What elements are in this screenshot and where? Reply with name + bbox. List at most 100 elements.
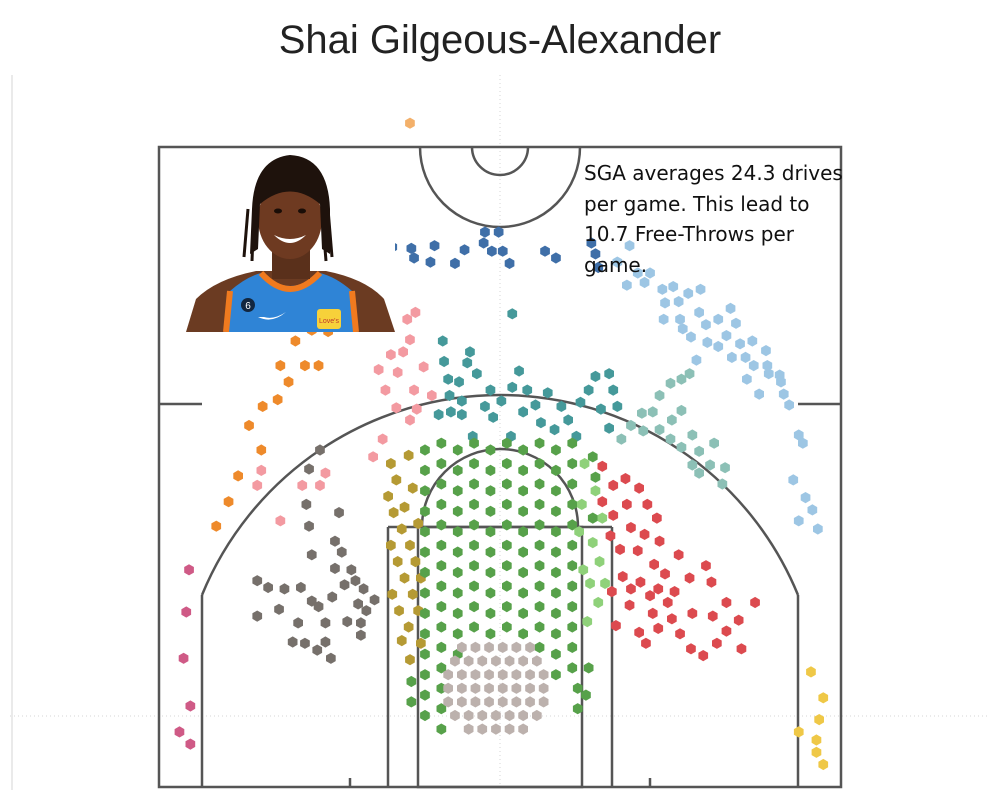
shot-hex-mid_left_wing — [405, 334, 415, 346]
shot-hex-mid_top — [439, 355, 449, 368]
shot-hex-paint — [436, 601, 447, 613]
shot-hex-restricted — [504, 723, 515, 735]
shot-hex-mid_left_wing — [373, 364, 384, 376]
shot-hex-paint — [436, 580, 447, 592]
shot-hex-paint_left — [416, 637, 426, 649]
shot-hex-paint — [485, 464, 496, 476]
shot-hex-paint — [534, 478, 545, 490]
shot-hex-paint — [567, 621, 578, 633]
shot-hex-paint — [436, 621, 447, 633]
shot-hex-mid_right_base — [626, 583, 636, 595]
shot-hex-paint_right — [590, 485, 601, 497]
shot-hex-mid_right_base — [624, 599, 635, 611]
eye-left — [274, 208, 282, 214]
shot-hex-paint — [436, 519, 447, 531]
shot-hex-paint — [567, 641, 578, 653]
shot-hex-restricted — [525, 669, 535, 681]
jersey-trim-left — [223, 290, 233, 332]
shot-hex-restricted — [538, 669, 549, 681]
shot-hex-paint — [485, 587, 496, 599]
shot-hex-mid_left_base — [356, 617, 366, 629]
shot-hex-paint — [469, 580, 479, 592]
shot-hex-paint — [534, 458, 545, 470]
shot-hex-restricted — [538, 696, 549, 708]
shot-hex-mid_right_base — [721, 596, 732, 609]
shot-hex-mid_right_base — [652, 512, 662, 524]
shot-hex-mid_left_base — [330, 562, 340, 574]
shot-hex-top_left — [590, 248, 601, 260]
shot-hex-wing_left — [257, 400, 268, 412]
shot-hex-paint — [534, 539, 545, 551]
shot-hex-mid_right_base — [686, 643, 696, 655]
shot-hex-paint — [567, 539, 578, 551]
jersey-trim-right — [349, 290, 359, 332]
jersey-number: 6 — [245, 301, 251, 312]
shot-hex-mid_left_base — [313, 601, 324, 613]
shot-hex-mid_right_base — [712, 637, 722, 649]
shot-hex-wing_right — [702, 336, 713, 348]
shot-hex-top_left — [487, 245, 497, 257]
shot-hex-paint — [551, 505, 561, 517]
shot-hex-wing_right — [639, 276, 650, 289]
shot-hex-mid_right_wing — [676, 404, 687, 417]
shot-hex-mid_right_base — [634, 482, 644, 494]
shot-hex-paint — [567, 498, 578, 510]
shot-hex-mid_right_wing — [687, 459, 698, 471]
shot-hex-mid_top — [518, 406, 528, 418]
nike-swoosh — [258, 312, 286, 320]
shot-hex-wing_right — [788, 474, 799, 486]
shot-hex-wing_right — [677, 323, 688, 335]
shot-hex-mid_top — [604, 368, 614, 380]
shot-hex-restricted — [497, 669, 508, 681]
shot-hex-mid_top — [542, 387, 553, 399]
shot-hex-mid_top — [472, 368, 482, 380]
shot-hex-mid_right_base — [641, 637, 651, 649]
shot-hex-paint — [587, 512, 598, 524]
shot-hex-mid_right_base — [698, 650, 709, 662]
shot-hex-mid_right_base — [597, 460, 608, 472]
shot-hex-wing_right — [731, 317, 741, 329]
shot-hex-mid_right_base — [642, 498, 653, 510]
shot-hex-mid_right_base — [645, 590, 655, 602]
shot-hex-paint_left — [383, 490, 393, 502]
shot-hex-mid_right_base — [639, 528, 650, 540]
shot-hex-top_left — [450, 257, 460, 269]
shot-hex-mid_right_wing — [705, 459, 715, 471]
shot-hex-mid_right_wing — [676, 373, 687, 385]
shot-hex-paint — [502, 498, 512, 510]
shot-hex-mid_left_base — [356, 629, 366, 641]
shot-hex-mid_right_base — [597, 496, 608, 508]
shot-hex-mid_right_wing — [638, 425, 649, 437]
face — [258, 179, 322, 259]
shot-hex-restricted — [470, 696, 481, 708]
shot-hex-paint — [420, 566, 430, 579]
shot-hex-restricted — [484, 641, 494, 653]
shot-hex-paint — [502, 458, 512, 470]
shot-hex-paint — [420, 464, 430, 476]
shot-hex-mid_left_wing — [386, 349, 396, 361]
shot-hex-mid_right_base — [622, 498, 632, 510]
shot-hex-paint — [485, 444, 496, 456]
shot-hex-mid_top — [496, 395, 507, 407]
shot-hex-mid_right_base — [647, 607, 658, 619]
shot-hex-paint_right — [597, 512, 608, 524]
shot-hex-top_left — [425, 256, 436, 268]
shot-hex-restricted — [470, 669, 481, 681]
shot-hex-paint_left — [386, 458, 396, 470]
shot-hex-wing_left — [211, 520, 222, 532]
shot-hex-restricted — [470, 641, 481, 653]
shot-hex-mid_left_wing — [320, 467, 331, 479]
shot-hex-paint — [485, 607, 496, 619]
shot-hex-mid_left_base — [342, 616, 353, 628]
shot-hex-mid_right_wing — [626, 419, 636, 432]
shot-hex-paint — [502, 580, 512, 592]
shot-hex-restricted — [477, 723, 488, 735]
shot-hex-paint_left — [403, 449, 414, 461]
shot-hex-mid_top — [454, 376, 464, 388]
shot-hex-mid_left_wing — [315, 479, 325, 491]
shot-hex-mid_right_wing — [687, 429, 698, 441]
shot-hex-paint — [436, 560, 447, 572]
shot-hex-wing_left — [256, 444, 267, 456]
shot-hex-wing_right — [742, 373, 752, 385]
